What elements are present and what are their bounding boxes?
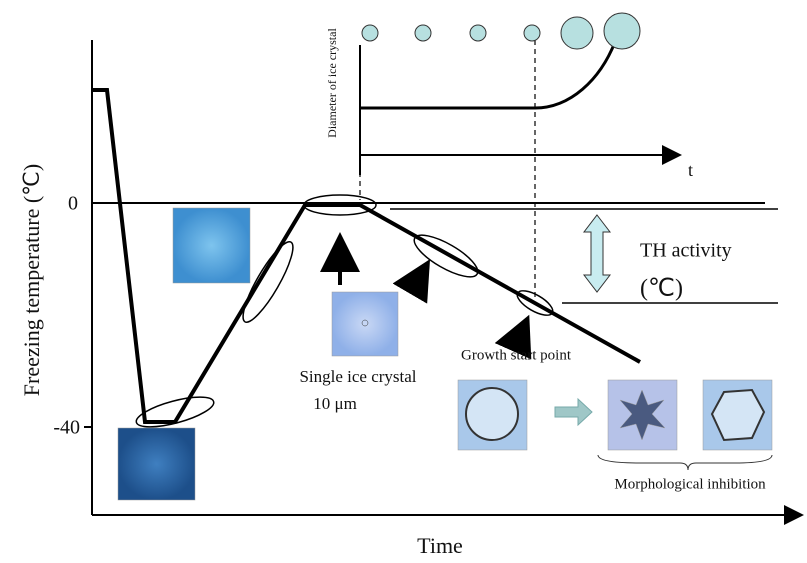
morphological-label: Morphological inhibition <box>614 476 766 492</box>
growth-label: Growth start point <box>461 347 572 363</box>
th-unit: (℃) <box>640 276 683 302</box>
inset-y-label: Diameter of ice crystal <box>325 28 339 138</box>
tick-label: -40 <box>53 417 80 439</box>
inset <box>360 13 678 300</box>
double-arrow <box>584 215 610 292</box>
y-label: Freezing temperature (℃) <box>19 164 44 396</box>
brace <box>598 455 772 470</box>
x-label: Time <box>417 533 463 558</box>
inset-x-label: t <box>688 160 693 180</box>
single-crystal-label: Single ice crystal <box>299 367 416 386</box>
scale-label: 10 μm <box>313 394 357 413</box>
diagram: Freezing temperature (℃) Time 0 -40 Diam… <box>0 0 807 563</box>
tick-label: 0 <box>68 193 78 215</box>
th-label: TH activity <box>640 240 732 262</box>
transition-arrow <box>555 399 592 425</box>
